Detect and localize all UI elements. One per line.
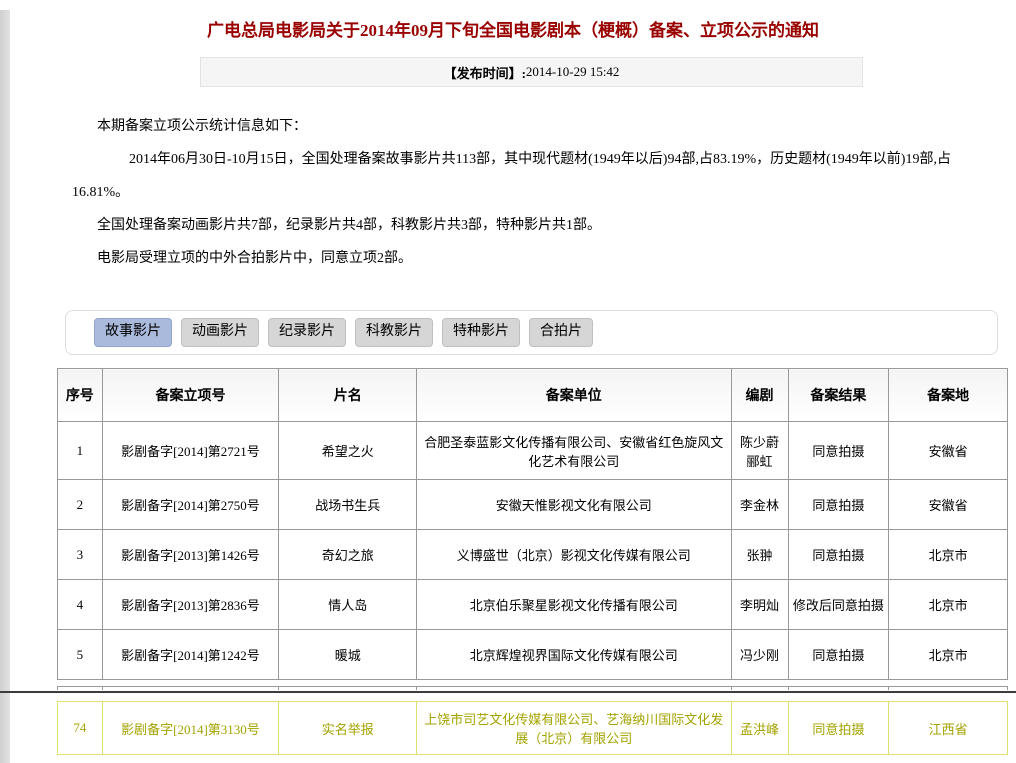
table-cell: 冯少刚 — [730, 629, 789, 680]
records-table-body: 1 影剧备字[2014]第2721号 希望之火 合肥圣泰蓝影文化传播有限公司、安徽省红… — [57, 421, 1008, 680]
column-header: 备案立项号 — [101, 368, 280, 422]
header-row: 序号 备案立项号 片名 备案单位 编剧 备案结果 备案地 — [57, 368, 1008, 422]
tab-special-film[interactable]: 特种影片 — [442, 318, 520, 347]
highlight-table-cell: 影剧备字[2014]第3130号 — [101, 701, 280, 755]
table-cell: 陈少蔚 郦虹 — [730, 421, 789, 480]
column-header: 备案地 — [888, 368, 1008, 422]
table-cell: 影剧备字[2013]第1426号 — [101, 529, 280, 580]
tab-documentary-film[interactable]: 纪录影片 — [268, 318, 346, 347]
table-cell: 安徽省 — [888, 421, 1008, 480]
intro-paragraph-1: 本期备案立项公示统计信息如下： — [97, 119, 307, 134]
table-cell: 同意拍摄 — [787, 479, 890, 530]
partial-row — [57, 686, 1008, 690]
records-table: 序号 备案立项号 片名 备案单位 编剧 备案结果 备案地 1 影剧备字[2014]第2721号… — [57, 368, 1008, 680]
partial-cell — [416, 686, 732, 690]
cut-divider — [0, 691, 1016, 693]
table-row: 3 影剧备字[2013]第1426号 奇幻之旅 义博盛世（北京）影视文化传媒有限公司张… — [57, 529, 1008, 580]
highlight-row-table: 74 影剧备字[2014]第3130号 实名举报 上饶市司艺文化传媒有限公司、艺海纳川… — [57, 701, 1008, 755]
table-cell: 合肥圣泰蓝影文化传播有限公司、安徽省红色旋风文化艺术有限公司 — [416, 421, 732, 480]
partial-cell — [57, 686, 103, 690]
tab-coproduction-film[interactable]: 合拍片 — [529, 318, 593, 347]
table-cell: 同意拍摄 — [787, 629, 890, 680]
highlight-table-cell: 74 — [57, 701, 103, 755]
column-header: 序号 — [57, 368, 103, 422]
publish-time-bar: 【发布时间】: 2014-10-29 15:42 — [200, 57, 863, 87]
table-cell: 5 — [57, 629, 103, 680]
table-cell: 安徽天惟影视文化有限公司 — [416, 479, 732, 530]
table-cell: 同意拍摄 — [787, 421, 890, 480]
table-cell: 希望之火 — [278, 421, 418, 480]
column-header: 片名 — [278, 368, 418, 422]
table-cell: 安徽省 — [888, 479, 1008, 530]
table-cell: 张翀 — [730, 529, 789, 580]
records-table-head: 序号 备案立项号 片名 备案单位 编剧 备案结果 备案地 — [57, 368, 1008, 422]
table-cell: 2 — [57, 479, 103, 530]
table-row: 4 影剧备字[2013]第2836号 情人岛 北京伯乐聚星影视文化传播有限公司 李明灿修… — [57, 579, 1008, 630]
column-header: 备案单位 — [416, 368, 732, 422]
table-cell: 1 — [57, 421, 103, 480]
table-cell: 奇幻之旅 — [278, 529, 418, 580]
table-cell: 3 — [57, 529, 103, 580]
table-cell: 暖城 — [278, 629, 418, 680]
tab-animation-film[interactable]: 动画影片 — [181, 318, 259, 347]
highlight-table-row: 74 影剧备字[2014]第3130号 实名举报 上饶市司艺文化传媒有限公司、艺海纳川… — [57, 701, 1008, 755]
publish-time-value: 2014-10-29 15:42 — [525, 64, 620, 79]
partial-cell — [278, 686, 418, 690]
table-cell: 北京市 — [888, 629, 1008, 680]
intro-paragraph-2: 2014年06月30日-10月15日，全国处理备案故事影片共113部，其中现代题… — [72, 152, 951, 200]
highlight-table-cell: 同意拍摄 — [787, 701, 890, 755]
table-cell: 北京市 — [888, 579, 1008, 630]
table-row: 2 影剧备字[2014]第2750号 战场书生兵 安徽天惟影视文化有限公司 李金林 同意拍… — [57, 479, 1008, 530]
table-cell: 情人岛 — [278, 579, 418, 630]
table-cell: 义博盛世（北京）影视文化传媒有限公司 — [416, 529, 732, 580]
table-cell: 李明灿 — [730, 579, 789, 630]
partial-next-row — [57, 686, 1008, 690]
highlight-row-body: 74 影剧备字[2014]第3130号 实名举报 上饶市司艺文化传媒有限公司、艺海纳川… — [57, 701, 1008, 755]
table-cell: 影剧备字[2014]第1242号 — [101, 629, 280, 680]
publish-time-label: 【发布时间】: — [443, 65, 526, 81]
tab-story-film[interactable]: 故事影片 — [94, 318, 172, 347]
table-cell: 北京辉煌视界国际文化传媒有限公司 — [416, 629, 732, 680]
intro-paragraph-3: 全国处理备案动画影片共7部，纪录影片共4部，科教影片共3部，特种影片共1部。 — [97, 218, 601, 233]
highlight-table-cell: 孟洪峰 — [730, 701, 789, 755]
intro-section: 本期备案立项公示统计信息如下： 2014年06月30日-10月15日，全国处理备… — [72, 110, 958, 275]
table-cell: 影剧备字[2014]第2721号 — [101, 421, 280, 480]
partial-cell — [101, 686, 280, 690]
table-cell: 4 — [57, 579, 103, 630]
film-type-tabs: 故事影片 动画影片 纪录影片 科教影片 特种影片 合拍片 — [65, 310, 998, 355]
table-row: 5 影剧备字[2014]第1242号 暖城 北京辉煌视界国际文化传媒有限公司 冯少刚 同意… — [57, 629, 1008, 680]
table-cell: 影剧备字[2013]第2836号 — [101, 579, 280, 630]
table-cell: 战场书生兵 — [278, 479, 418, 530]
table-cell: 影剧备字[2014]第2750号 — [101, 479, 280, 530]
highlight-table-cell: 江西省 — [888, 701, 1008, 755]
table-cell: 同意拍摄 — [787, 529, 890, 580]
left-gutter — [0, 10, 10, 763]
table-row: 1 影剧备字[2014]第2721号 希望之火 合肥圣泰蓝影文化传播有限公司、安徽省红… — [57, 421, 1008, 480]
table-cell: 北京市 — [888, 529, 1008, 580]
intro-paragraph-4: 电影局受理立项的中外合拍影片中，同意立项2部。 — [97, 251, 412, 266]
partial-cell — [787, 686, 890, 690]
table-cell: 李金林 — [730, 479, 789, 530]
partial-cell — [730, 686, 789, 690]
highlight-table-cell: 实名举报 — [278, 701, 418, 755]
column-header: 备案结果 — [787, 368, 890, 422]
partial-cell — [888, 686, 1008, 690]
column-header: 编剧 — [730, 368, 789, 422]
highlight-table-cell: 上饶市司艺文化传媒有限公司、艺海纳川国际文化发展（北京）有限公司 — [416, 701, 732, 755]
table-cell: 修改后同意拍摄 — [787, 579, 890, 630]
tab-science-education-film[interactable]: 科教影片 — [355, 318, 433, 347]
page-title: 广电总局电影局关于2014年09月下旬全国电影剧本（梗概）备案、立项公示的通知 — [207, 21, 819, 40]
table-cell: 北京伯乐聚星影视文化传播有限公司 — [416, 579, 732, 630]
